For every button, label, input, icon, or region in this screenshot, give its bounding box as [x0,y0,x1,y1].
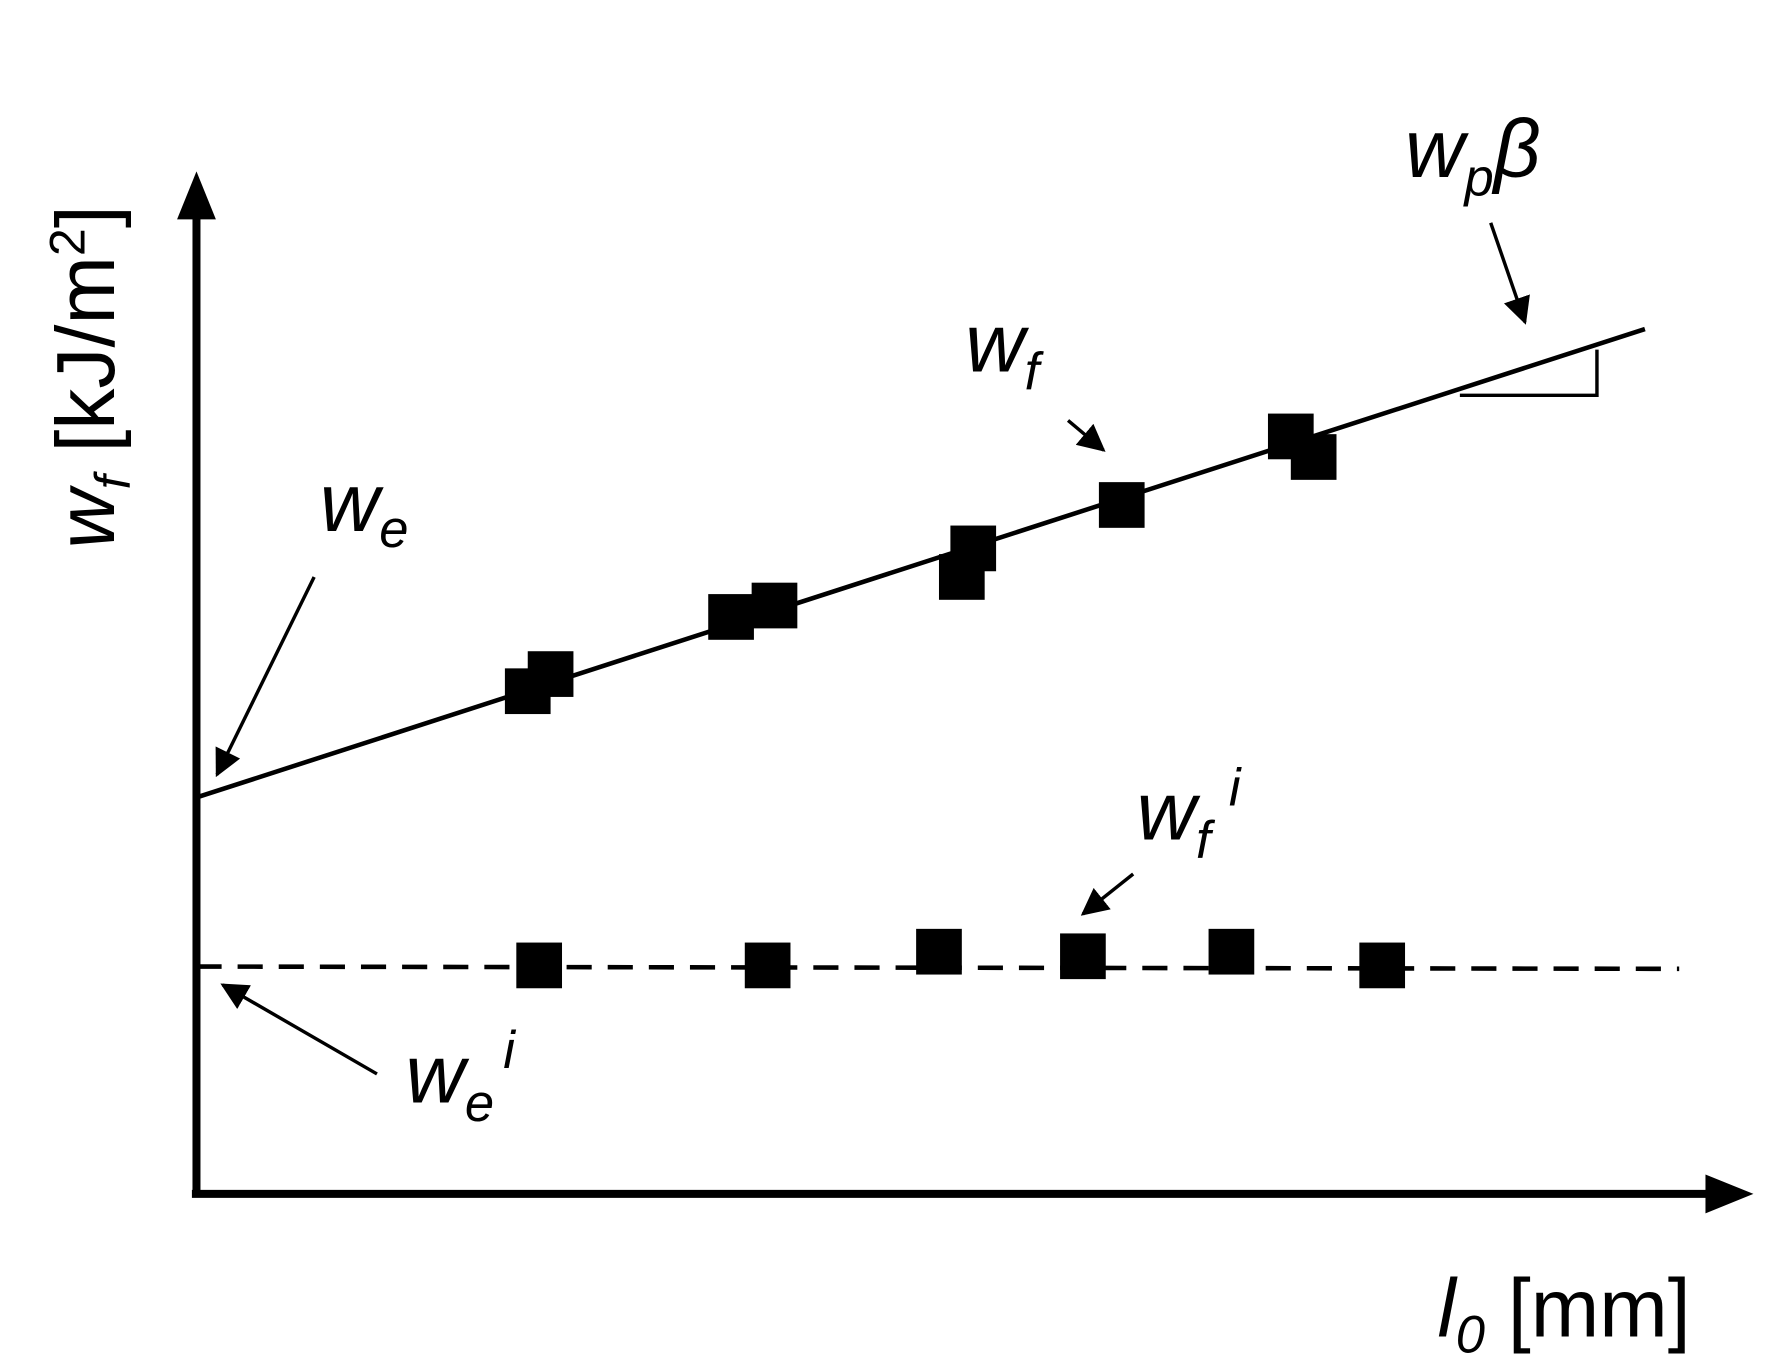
annotation: wei [406,1021,517,1133]
point [1290,434,1337,480]
label-part: w [1137,767,1201,858]
point [516,942,563,989]
x-axis-arrow [1705,1174,1754,1214]
slope-triangle [1459,349,1599,398]
label-part: w [406,1030,470,1121]
label-part: i [1229,758,1242,817]
point [744,942,791,989]
label-part: β [1491,104,1541,195]
x-axis-label: l0 [mm] [1438,1264,1691,1365]
point [1359,942,1406,989]
total-fit-line [195,326,1646,800]
label-part: f [1196,811,1216,870]
annotation: wf [965,298,1044,401]
point [916,928,962,975]
label-part: e [379,500,408,559]
annotation-arrow [220,983,378,1076]
label-part: e [465,1074,494,1133]
label-part: w [1405,104,1469,195]
point [1208,928,1255,975]
point [1060,933,1106,980]
point [751,582,798,629]
label-part: w [320,458,384,549]
label-part: w [41,485,132,549]
label-part: [mm] [1485,1264,1691,1355]
annotation-arrow [1066,419,1106,452]
label-part: i [503,1021,516,1080]
label-part: w [965,298,1029,389]
point [1098,482,1145,528]
label-part: f [1025,343,1045,402]
annotation: wpβ [1405,104,1541,207]
point [708,594,754,640]
annotation-arrow [1489,222,1530,325]
label-part: l [1438,1264,1459,1355]
y-axis-arrow [177,171,216,220]
annotation-arrow [1080,872,1135,916]
label-part: f [85,470,141,489]
label-part: [kJ/m [41,256,132,475]
point [527,651,574,697]
label-part: p [1462,148,1493,207]
point [950,525,997,572]
annotation-arrow [215,576,316,778]
annotation: we [320,458,409,559]
label-part: ] [41,205,132,228]
label-part: 2 [40,228,96,256]
initiation-points [516,928,1406,989]
y-axis-label: wf [kJ/m2] [40,205,142,549]
label-part: 0 [1456,1306,1485,1365]
total-points [504,413,1337,715]
annotation: wfi [1137,758,1242,870]
